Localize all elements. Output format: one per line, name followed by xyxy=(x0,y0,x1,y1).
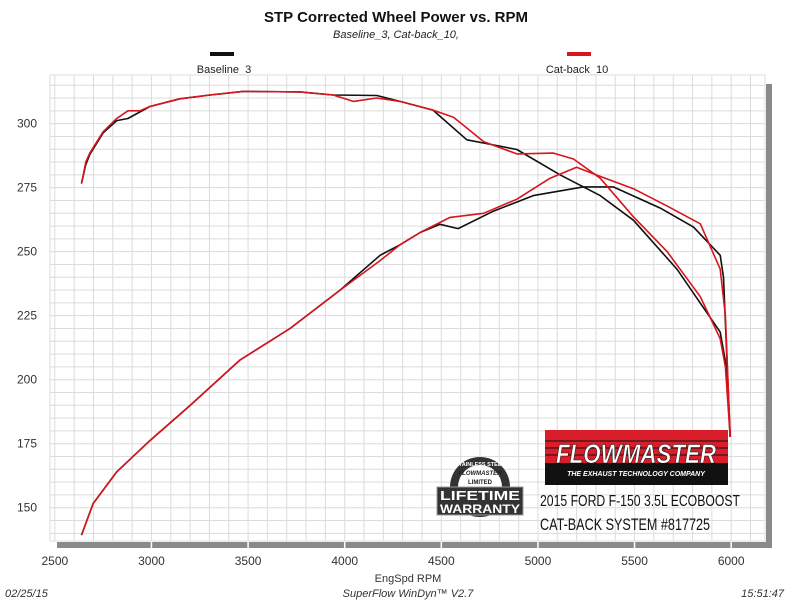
y-tick-label: 250 xyxy=(17,245,37,259)
x-tick-label: 5500 xyxy=(621,554,648,568)
grid xyxy=(50,75,765,541)
legend-label-catback: Cat-back_10 xyxy=(546,64,608,76)
y-tick-label: 225 xyxy=(17,309,37,323)
logo-tagline: THE EXHAUST TECHNOLOGY COMPANY xyxy=(567,471,706,478)
legend-swatch-baseline xyxy=(210,52,234,56)
x-tick-label: 2500 xyxy=(41,554,68,568)
series-line-cat-back-10-lower xyxy=(80,166,731,536)
svg-text:STAINLESS STEEL: STAINLESS STEEL xyxy=(455,462,505,468)
product-caption: CAT-BACK SYSTEM #817725 xyxy=(540,515,710,534)
series-line-baseline-3-upper xyxy=(80,90,731,438)
y-axis: 150 175 200 225 250 275 300 xyxy=(17,117,37,515)
chart-subtitle: Baseline_3, Cat-back_10, xyxy=(333,29,459,41)
plot-shadow-bottom xyxy=(57,542,772,548)
x-tick-label: 4000 xyxy=(331,554,358,568)
x-tick-label: 3000 xyxy=(138,554,165,568)
y-tick-label: 150 xyxy=(17,501,37,515)
svg-text:WARRANTY: WARRANTY xyxy=(440,502,520,516)
y-tick-label: 300 xyxy=(17,117,37,131)
vehicle-caption: 2015 FORD F-150 3.5L ECOBOOST xyxy=(540,493,740,510)
x-axis: 2500 3000 3500 4000 4500 5000 5500 6000 xyxy=(41,542,745,568)
series-line-cat-back-10-upper xyxy=(80,90,731,438)
svg-text:LIMITED: LIMITED xyxy=(468,480,493,486)
legend: Baseline_3 Cat-back_10 xyxy=(197,52,608,76)
svg-text:FLOWMASTER: FLOWMASTER xyxy=(459,471,503,477)
x-tick-label: 5000 xyxy=(525,554,552,568)
y-tick-label: 275 xyxy=(17,181,37,195)
plot-shadow-right xyxy=(766,84,772,548)
y-tick-label: 200 xyxy=(17,373,37,387)
footer-time: 15:51:47 xyxy=(741,588,785,600)
x-tick-label: 3500 xyxy=(235,554,262,568)
flowmaster-logo: FLOWMASTER THE EXHAUST TECHNOLOGY COMPAN… xyxy=(545,430,728,485)
svg-text:LIFETIME: LIFETIME xyxy=(440,488,520,503)
x-tick-label: 6000 xyxy=(718,554,745,568)
footer-date: 02/25/15 xyxy=(5,588,49,600)
series-lines xyxy=(80,90,731,536)
chart-title: STP Corrected Wheel Power vs. RPM xyxy=(264,9,528,26)
legend-swatch-catback xyxy=(567,52,591,56)
logo-wordmark: FLOWMASTER xyxy=(556,439,716,469)
legend-label-baseline: Baseline_3 xyxy=(197,64,251,76)
x-axis-label: EngSpd RPM xyxy=(375,573,442,585)
y-tick-label: 175 xyxy=(17,437,37,451)
lifetime-warranty-badge: STAINLESS STEEL FLOWMASTER LIMITED LIFET… xyxy=(436,457,524,517)
footer-software: SuperFlow WinDyn™ V2.7 xyxy=(343,588,475,600)
x-tick-label: 4500 xyxy=(428,554,455,568)
